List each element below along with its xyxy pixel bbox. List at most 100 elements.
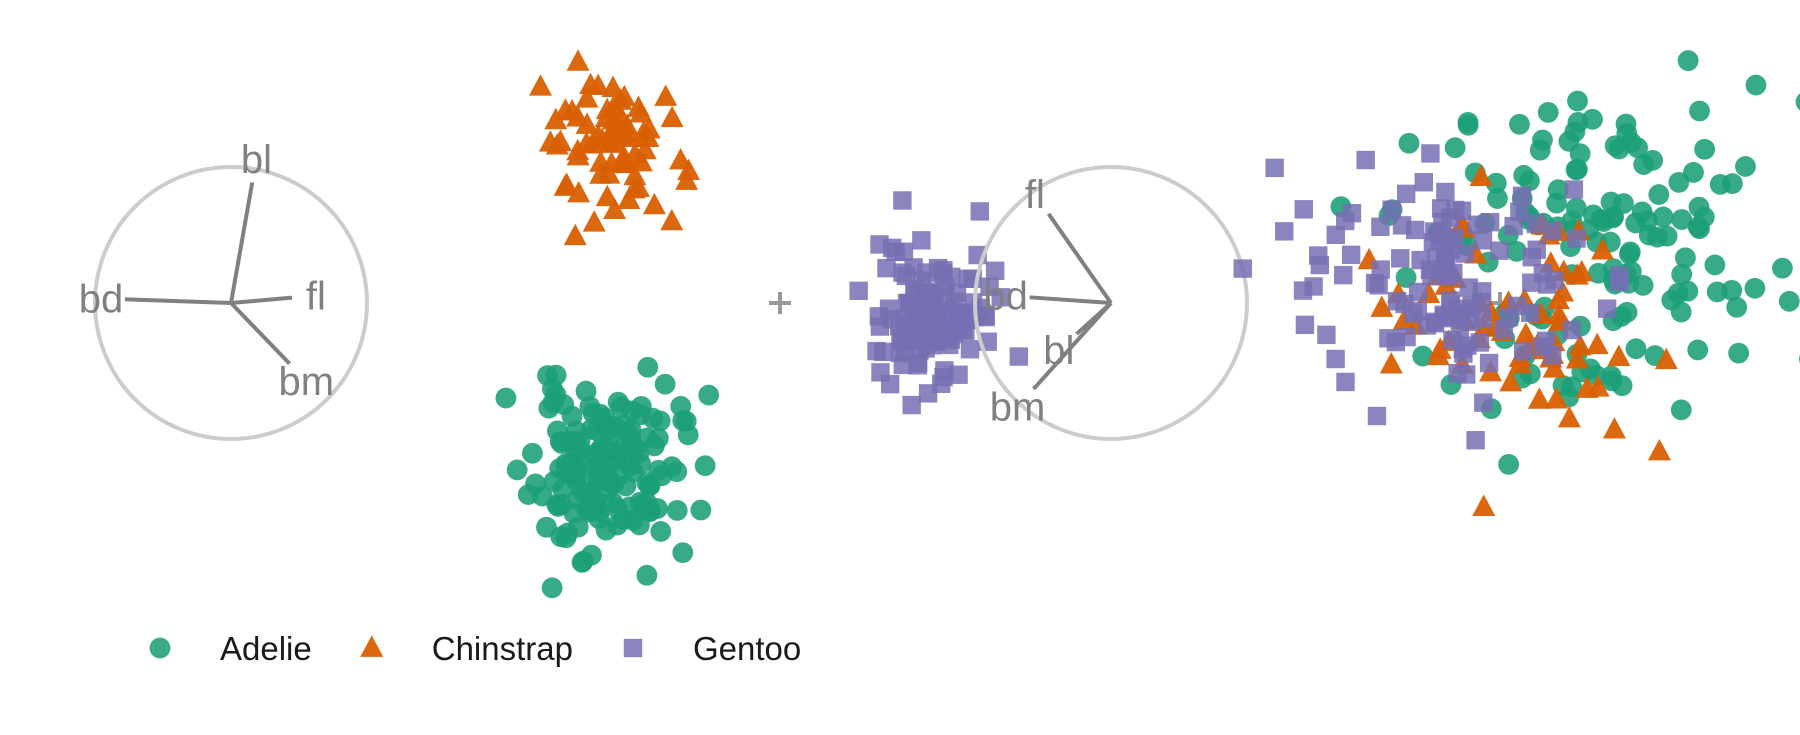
data-point bbox=[1411, 250, 1430, 270]
data-point bbox=[672, 542, 694, 564]
legend-key-triangle bbox=[360, 635, 384, 657]
data-point bbox=[1382, 200, 1401, 219]
data-point bbox=[1342, 203, 1362, 223]
data-point bbox=[560, 99, 584, 121]
data-point bbox=[1677, 50, 1699, 71]
data-point bbox=[1326, 349, 1345, 369]
axis-label-bd: bd bbox=[79, 277, 124, 321]
data-point bbox=[1728, 342, 1750, 364]
data-point bbox=[1509, 113, 1530, 135]
data-point bbox=[495, 387, 517, 409]
data-point bbox=[1522, 247, 1541, 267]
data-point bbox=[1795, 93, 1800, 111]
data-point bbox=[529, 74, 553, 96]
data-point bbox=[566, 49, 590, 71]
data-point bbox=[522, 442, 543, 464]
data-point bbox=[690, 499, 712, 521]
data-point bbox=[1709, 173, 1731, 195]
data-point bbox=[589, 162, 613, 184]
data-point bbox=[1597, 299, 1617, 318]
data-point bbox=[1642, 149, 1664, 171]
data-point bbox=[1670, 301, 1692, 323]
data-point bbox=[1412, 345, 1434, 367]
data-point bbox=[1735, 156, 1756, 177]
data-point bbox=[1391, 249, 1410, 268]
data-point bbox=[949, 365, 968, 384]
data-point bbox=[548, 129, 572, 151]
data-point bbox=[660, 105, 684, 128]
data-point bbox=[921, 322, 940, 341]
data-point bbox=[575, 86, 599, 108]
data-point bbox=[1625, 338, 1647, 360]
data-point bbox=[666, 499, 688, 521]
data-point bbox=[1467, 215, 1487, 234]
data-point bbox=[609, 123, 633, 145]
axis-line-bl bbox=[229, 182, 255, 304]
data-point bbox=[1367, 406, 1387, 426]
data-point bbox=[1569, 143, 1591, 165]
data-point bbox=[600, 151, 624, 173]
data-point bbox=[654, 84, 678, 106]
data-point bbox=[647, 427, 669, 449]
data-point bbox=[1656, 225, 1678, 247]
data-point bbox=[582, 210, 606, 232]
data-point bbox=[1518, 170, 1540, 192]
axis-label-bm: bm bbox=[278, 360, 334, 404]
data-point bbox=[1336, 372, 1355, 392]
data-point bbox=[624, 437, 646, 459]
data-point bbox=[1295, 315, 1315, 335]
axis-line-bd bbox=[1029, 295, 1112, 305]
data-point bbox=[542, 378, 563, 400]
data-point bbox=[1408, 301, 1427, 321]
data-point bbox=[1396, 184, 1416, 204]
data-point bbox=[541, 577, 563, 599]
data-point bbox=[651, 465, 673, 487]
data-point bbox=[637, 116, 661, 139]
data-point bbox=[1668, 171, 1690, 193]
data-point bbox=[694, 455, 716, 477]
data-point bbox=[1508, 296, 1527, 316]
data-point bbox=[934, 261, 953, 280]
axis-label-bl: bl bbox=[241, 138, 272, 182]
axis-line-fl bbox=[1046, 212, 1113, 305]
data-point bbox=[1450, 305, 1469, 324]
legend-item-gentoo: Gentoo bbox=[623, 630, 801, 667]
data-point bbox=[902, 395, 921, 415]
data-point bbox=[1522, 273, 1541, 292]
data-point bbox=[1371, 260, 1390, 279]
data-point bbox=[660, 208, 684, 231]
data-point bbox=[555, 172, 579, 194]
data-point bbox=[1567, 229, 1586, 248]
data-point bbox=[976, 307, 995, 327]
axis-label-fl: fl bbox=[1025, 173, 1045, 217]
data-point bbox=[588, 508, 610, 530]
data-point bbox=[849, 281, 868, 301]
data-point bbox=[1444, 137, 1466, 159]
data-point bbox=[586, 73, 610, 95]
data-point bbox=[1498, 453, 1520, 475]
data-point bbox=[1772, 257, 1793, 279]
data-point bbox=[649, 410, 671, 432]
data-point bbox=[1613, 193, 1634, 214]
data-point bbox=[1479, 353, 1499, 373]
data-point bbox=[698, 384, 720, 406]
data-point bbox=[650, 521, 672, 542]
data-point bbox=[1472, 494, 1496, 516]
data-point bbox=[1671, 209, 1693, 230]
legend-label: Adelie bbox=[220, 630, 312, 667]
data-point bbox=[980, 277, 999, 296]
data-point bbox=[677, 158, 701, 181]
data-point bbox=[892, 332, 912, 351]
data-point bbox=[536, 516, 557, 538]
data-point bbox=[1744, 277, 1766, 299]
data-point bbox=[1379, 352, 1403, 374]
data-point bbox=[1428, 337, 1452, 359]
data-point bbox=[1527, 387, 1551, 409]
data-point bbox=[603, 415, 625, 437]
data-point bbox=[1582, 108, 1603, 130]
data-point bbox=[1557, 406, 1581, 428]
data-point bbox=[1726, 296, 1748, 318]
data-point bbox=[970, 202, 989, 221]
